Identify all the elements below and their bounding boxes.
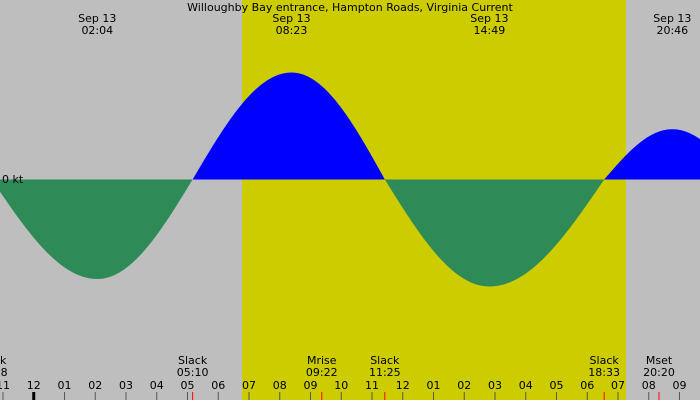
hour-label: 01 (427, 379, 441, 392)
hour-label: 11 (0, 379, 10, 392)
chart-title: Willoughby Bay entrance, Hampton Roads, … (187, 1, 513, 14)
event-label: Mrise (307, 354, 337, 367)
hour-label: 11 (365, 379, 379, 392)
hour-label: 08 (642, 379, 656, 392)
extreme-date: Sep 13 (78, 12, 116, 25)
hour-label: 12 (396, 379, 410, 392)
hour-label: 06 (580, 379, 594, 392)
hour-label: 08 (273, 379, 287, 392)
extreme-date: Sep 13 (272, 12, 310, 25)
hour-label: 04 (519, 379, 533, 392)
event-time: 05:10 (177, 366, 209, 379)
hour-label: 01 (58, 379, 72, 392)
hour-label: 09 (304, 379, 318, 392)
extreme-time: 08:23 (276, 24, 308, 37)
hour-label: 04 (150, 379, 164, 392)
current-area (0, 179, 193, 280)
event-label: Slack (370, 354, 400, 367)
event-time: 11:25 (369, 366, 401, 379)
hour-label: 12 (27, 379, 41, 392)
hour-label: 02 (457, 379, 471, 392)
extreme-date: Sep 13 (470, 12, 508, 25)
hour-label: 09 (673, 379, 687, 392)
hour-label: 07 (242, 379, 256, 392)
event-label: Slack (178, 354, 208, 367)
hour-label: 05 (550, 379, 564, 392)
extreme-time: 20:46 (656, 24, 688, 37)
event-time: 22:38 (0, 366, 8, 379)
current-area (384, 179, 605, 287)
current-area (192, 72, 385, 180)
event-label: Slack (590, 354, 620, 367)
hour-label: 05 (181, 379, 195, 392)
extreme-time: 14:49 (474, 24, 506, 37)
event-label: Mset (646, 354, 673, 367)
hour-label: 07 (611, 379, 625, 392)
extreme-time: 02:04 (81, 24, 113, 37)
hour-label: 03 (488, 379, 502, 392)
zero-label: 0 kt (2, 173, 24, 186)
event-time: 09:22 (306, 366, 338, 379)
hour-label: 02 (88, 379, 102, 392)
hour-label: 06 (211, 379, 225, 392)
hour-label: 10 (334, 379, 348, 392)
event-time: 18:33 (588, 366, 620, 379)
hour-label: 03 (119, 379, 133, 392)
event-time: 20:20 (643, 366, 675, 379)
event-label: Slack (0, 354, 7, 367)
current-area (604, 129, 700, 180)
extreme-date: Sep 13 (653, 12, 691, 25)
